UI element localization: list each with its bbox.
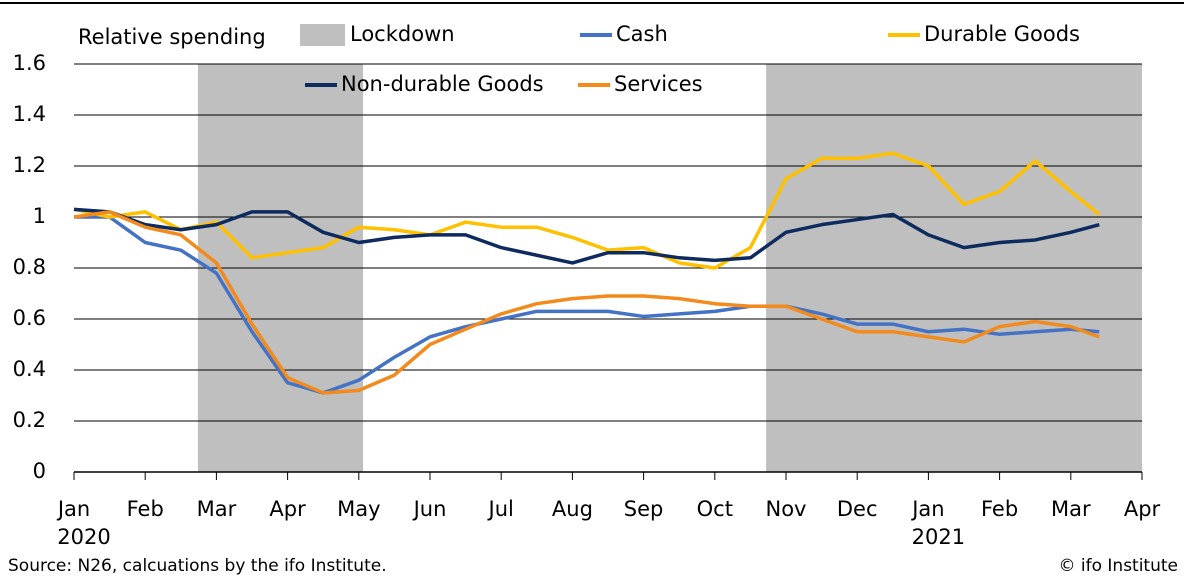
- legend-label: Lockdown: [350, 22, 455, 46]
- source: Source: N26, calcuations by the ifo Inst…: [8, 556, 387, 576]
- y-tick-label: 1: [33, 204, 46, 228]
- series-line: [74, 215, 1100, 395]
- series-line: [73, 210, 1100, 395]
- x-tick-label: Apr: [1124, 497, 1161, 521]
- x-tick-label: Jan: [56, 497, 90, 521]
- legend-label: Cash: [616, 22, 668, 46]
- x-tick-label: Sep: [624, 497, 664, 521]
- x-tick-label: Feb: [127, 497, 164, 521]
- y-tick-label: 0.4: [13, 357, 46, 381]
- x-tick-label: Dec: [837, 497, 878, 521]
- y-tick-label: 1.6: [13, 51, 46, 75]
- x-tick-label: Jun: [412, 497, 447, 521]
- series-line: [73, 207, 1100, 265]
- legend-label: Non-durable Goods: [341, 72, 544, 96]
- y-axis-label: Relative spending: [78, 25, 266, 49]
- legend-label: Durable Goods: [924, 22, 1080, 46]
- y-tick-label: 0.6: [13, 306, 46, 330]
- legend-swatch: [300, 24, 345, 46]
- x-tick-label: Jul: [487, 497, 514, 521]
- x-tick-label: Oct: [697, 497, 733, 521]
- y-tick-label: 1.2: [13, 153, 46, 177]
- x-tick-label: May: [337, 497, 380, 521]
- y-tick-label: 1.4: [13, 102, 46, 126]
- x-tick-label: Aug: [552, 497, 593, 521]
- x-tick-label: Mar: [197, 497, 237, 521]
- year-label: 2020: [57, 525, 110, 549]
- x-tick-label: Nov: [766, 497, 807, 521]
- y-tick-label: 0.2: [13, 408, 46, 432]
- x-tick-label: Jan: [910, 497, 944, 521]
- x-tick-label: Mar: [1051, 497, 1091, 521]
- credit: © ifo Institute: [1058, 556, 1178, 576]
- x-tick-label: Apr: [269, 497, 306, 521]
- year-label: 2021: [912, 525, 965, 549]
- legend-label: Services: [614, 72, 703, 96]
- series-line: [73, 151, 1101, 270]
- x-tick-label: Feb: [981, 497, 1018, 521]
- y-tick-label: 0.8: [13, 255, 46, 279]
- y-tick-label: 0: [33, 459, 46, 483]
